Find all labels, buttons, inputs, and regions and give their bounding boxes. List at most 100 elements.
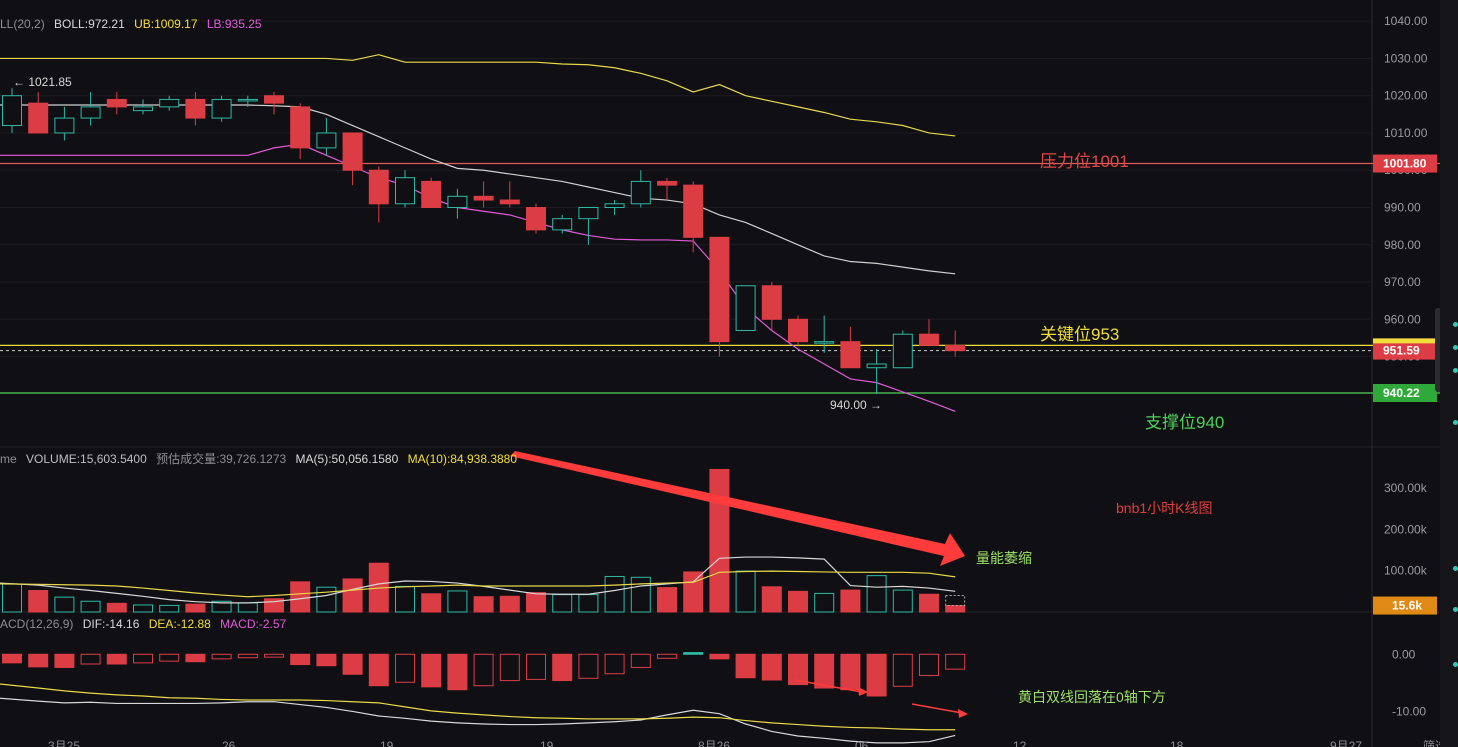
volume-bar — [421, 593, 442, 613]
candle-body — [316, 132, 337, 149]
macd-histogram-bar — [211, 653, 232, 660]
macd-dif-line — [0, 697, 956, 744]
price-tick-label: 1010.00 — [1384, 126, 1428, 140]
volume-legend: me VOLUME:15,603.5400 预估成交量:39,726.1273 … — [0, 450, 523, 467]
macd-histogram-bar — [761, 653, 782, 681]
volume-bar — [735, 570, 756, 613]
candle-body — [630, 180, 651, 205]
price-tick-label: 1020.00 — [1384, 89, 1428, 103]
macd-histogram-bar — [237, 653, 258, 659]
toolbar-dot-icon[interactable] — [1453, 368, 1458, 373]
volume-bar — [395, 585, 415, 613]
volume-bar — [526, 592, 546, 613]
volume-label: me — [0, 452, 17, 466]
macd-histogram-bar — [395, 653, 415, 683]
macd-histogram-bar — [342, 653, 363, 675]
volume-bar — [473, 596, 494, 613]
x-axis-label: 19 — [540, 739, 554, 747]
x-axis-label: 8月26 — [698, 739, 730, 747]
volume-ma10-line — [0, 570, 956, 598]
price-tag-current: 951.59 — [1383, 344, 1420, 358]
boll-upper-value: UB:1009.17 — [134, 17, 198, 31]
volume-bar — [578, 594, 599, 613]
price-tick-label: 990.00 — [1384, 201, 1421, 215]
macd-histogram-bar — [316, 653, 337, 667]
candle-body — [54, 117, 75, 134]
right-toolbar[interactable] — [1440, 0, 1458, 747]
toolbar-dot-icon[interactable] — [1453, 345, 1458, 350]
candle-body — [80, 106, 101, 119]
candle-body — [578, 207, 599, 220]
chart-title-annotation: bnb1小时K线图 — [1116, 500, 1213, 516]
volume-bar — [211, 600, 232, 613]
volume-bar — [866, 575, 887, 613]
volume-bar — [447, 590, 468, 613]
macd-histogram-bar — [604, 653, 625, 675]
candle-body — [657, 180, 677, 186]
macd-note-annotation: 黄白双线回落在0轴下方 — [1018, 689, 1166, 705]
x-axis-label: 19 — [380, 739, 394, 747]
candle-body — [866, 363, 887, 369]
x-axis-label: 12 — [1013, 739, 1027, 747]
boll-lower-line — [0, 143, 956, 412]
macd-histogram-bar — [473, 653, 494, 687]
macd-histogram-bar — [159, 653, 180, 662]
volume-tag: 15.6k — [1392, 599, 1422, 613]
candle-body — [395, 177, 415, 205]
volume-bar — [761, 586, 782, 613]
macd-histogram-bar — [2, 653, 22, 664]
macd-histogram-bar — [54, 653, 75, 668]
volume-bar — [840, 589, 861, 613]
macd-arrow-head — [858, 687, 868, 696]
candle-body — [133, 106, 153, 112]
candle-body — [421, 180, 442, 209]
macd-histogram-bar — [447, 653, 468, 691]
macd-tick-label: 0.00 — [1392, 647, 1416, 661]
toolbar-dot-icon[interactable] — [1453, 420, 1458, 425]
key-level-tag — [1373, 338, 1437, 344]
toolbar-dot-icon[interactable] — [1453, 662, 1458, 667]
axis-scroll-handle[interactable] — [1435, 308, 1443, 392]
candle-body — [761, 285, 782, 320]
macd-histogram-bar — [866, 653, 887, 697]
macd-hist-value: MACD:-2.57 — [220, 617, 287, 631]
candle-body — [185, 98, 206, 119]
macd-dif: DIF:-14.16 — [82, 617, 140, 631]
macd-dea: DEA:-12.88 — [148, 617, 211, 631]
candle-body — [211, 98, 232, 119]
x-axis-label: 18 — [1170, 739, 1184, 747]
macd-histogram-bar — [709, 653, 730, 660]
candle-body — [945, 344, 966, 352]
candle-body — [788, 318, 808, 343]
candle-body — [106, 98, 127, 108]
volume-bar — [133, 604, 153, 613]
volume-bar — [499, 595, 520, 613]
volume-bar — [552, 594, 573, 613]
toolbar-dot-icon[interactable] — [1453, 607, 1458, 612]
volume-bar — [2, 583, 22, 613]
volume-ma5: MA(5):50,056.1580 — [295, 452, 399, 466]
macd-histogram-bar — [840, 653, 861, 691]
candle-body — [342, 132, 363, 171]
macd-histogram-bar — [185, 653, 206, 663]
toolbar-dot-icon[interactable] — [1453, 322, 1458, 327]
price-tick-label: 970.00 — [1384, 275, 1421, 289]
volume-bar — [106, 602, 127, 613]
candle-body — [840, 341, 861, 369]
candle-body — [709, 236, 730, 343]
high-marker: ← 1021.85 — [13, 75, 72, 89]
volume-bar — [892, 589, 913, 613]
toolbar-dot-icon[interactable] — [1453, 566, 1458, 571]
candle-body — [447, 195, 468, 208]
x-axis-label: 3月25 — [48, 739, 80, 747]
support-annotation: 支撑位940 — [1145, 413, 1225, 432]
price-tick-label: 1040.00 — [1384, 14, 1428, 28]
candle-body — [368, 169, 389, 205]
x-axis-label: 06 — [855, 739, 869, 747]
candle-body — [2, 95, 22, 127]
macd-histogram-bar — [945, 653, 966, 670]
macd-histogram-bar — [80, 653, 101, 665]
boll-label: LL(20,2) — [0, 17, 45, 31]
candle-body — [892, 333, 913, 369]
candle-body — [264, 95, 284, 104]
